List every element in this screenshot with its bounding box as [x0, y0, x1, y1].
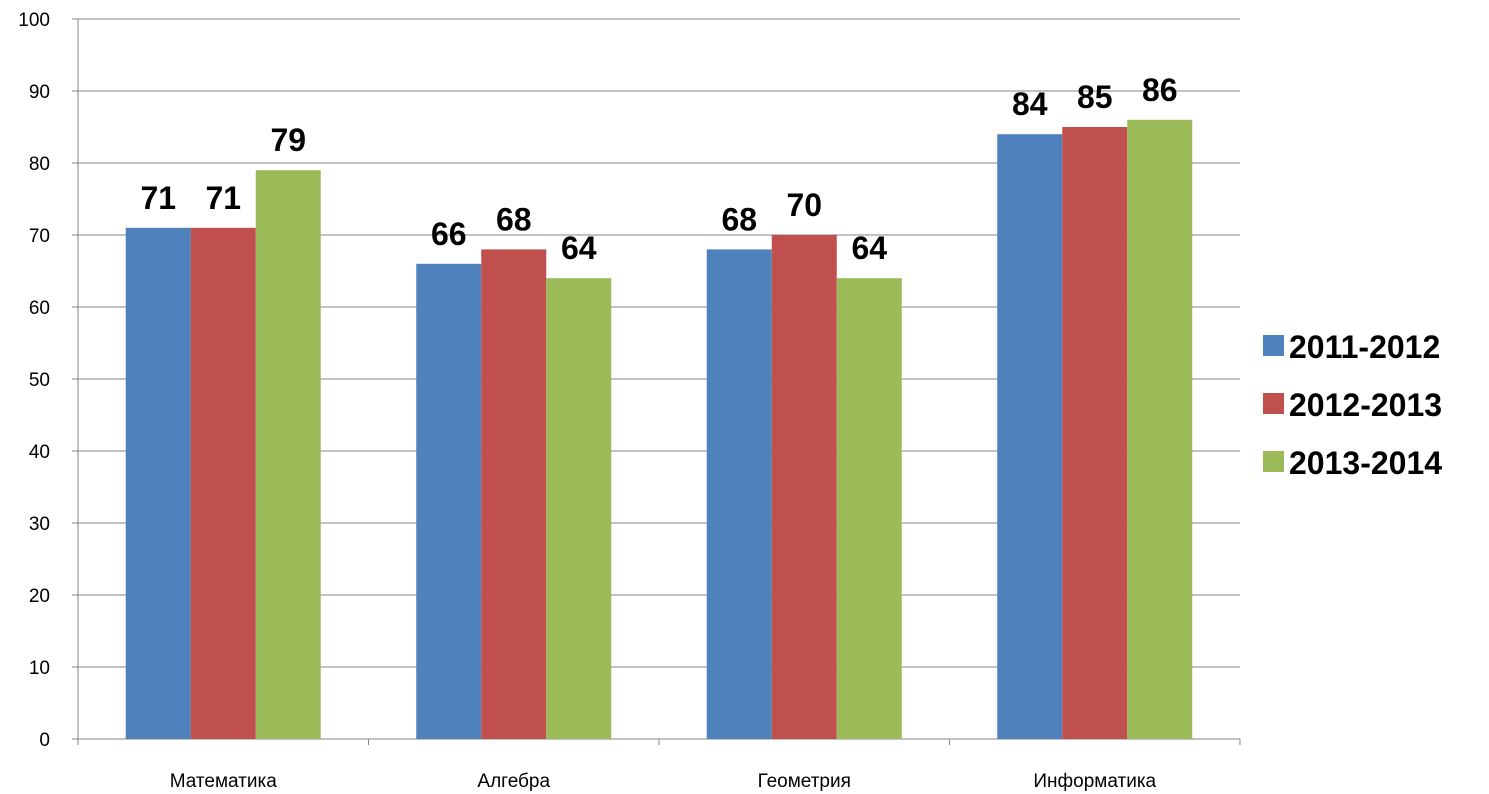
y-tick-label: 50: [29, 370, 50, 391]
data-label: 79: [270, 122, 306, 158]
bar-2011-2012-Математика: [125, 227, 191, 740]
bar-2013-2014-Информатика: [1127, 119, 1193, 740]
data-label: 68: [721, 201, 757, 237]
y-tick-label: 30: [29, 514, 50, 535]
data-label: 71: [140, 180, 176, 216]
y-tick-label: 20: [29, 586, 50, 607]
bar-2011-2012-Информатика: [997, 134, 1063, 739]
x-category-label: Алгебра: [477, 771, 550, 792]
data-labels: 71 71 79 66 68 64 68 70 64 84 85 86: [140, 72, 1177, 266]
y-tick-label: 10: [29, 658, 50, 679]
bar-2012-2013-Информатика: [1062, 127, 1128, 739]
y-tick-label: 40: [29, 442, 50, 463]
bar-2012-2013-Алгебра: [481, 249, 547, 739]
data-label: 64: [561, 230, 597, 266]
y-tick-label: 100: [18, 10, 50, 31]
data-label: 71: [205, 180, 241, 216]
y-axis-ticks: 0 10 20 30 40 50 60 70 80 90 100: [18, 10, 50, 751]
legend-swatch: [1263, 393, 1284, 414]
bars: [125, 119, 1193, 740]
x-axis-categories: Математика Алгебра Геометрия Информатика: [170, 771, 1157, 792]
legend: 2011-2012 2012-2013 2013-2014: [1263, 329, 1442, 481]
legend-label: 2012-2013: [1289, 387, 1442, 423]
legend-swatch: [1263, 335, 1284, 356]
y-tick-label: 70: [29, 226, 50, 247]
x-category-label: Геометрия: [758, 771, 851, 792]
y-tick-label: 90: [29, 82, 50, 103]
bar-2012-2013-Геометрия: [771, 235, 837, 739]
data-label: 64: [851, 230, 887, 266]
data-label: 85: [1077, 79, 1113, 115]
data-label: 68: [496, 201, 532, 237]
data-label: 70: [786, 187, 822, 223]
data-label: 86: [1142, 72, 1178, 108]
y-tick-label: 60: [29, 298, 50, 319]
bar-2013-2014-Геометрия: [836, 278, 902, 739]
data-label: 84: [1012, 86, 1048, 122]
legend-label: 2013-2014: [1289, 445, 1442, 481]
legend-label: 2011-2012: [1289, 329, 1440, 365]
bar-2013-2014-Математика: [255, 170, 321, 739]
x-category-label: Информатика: [1033, 771, 1156, 792]
bar-2012-2013-Математика: [190, 227, 256, 740]
y-tick-label: 0: [39, 730, 50, 751]
bar-2011-2012-Алгебра: [416, 263, 482, 739]
bar-2011-2012-Геометрия: [706, 249, 772, 739]
legend-swatch: [1263, 451, 1284, 472]
x-category-label: Математика: [170, 771, 278, 792]
y-tick-label: 80: [29, 154, 50, 175]
bar-2013-2014-Алгебра: [546, 278, 612, 739]
data-label: 66: [431, 216, 467, 252]
